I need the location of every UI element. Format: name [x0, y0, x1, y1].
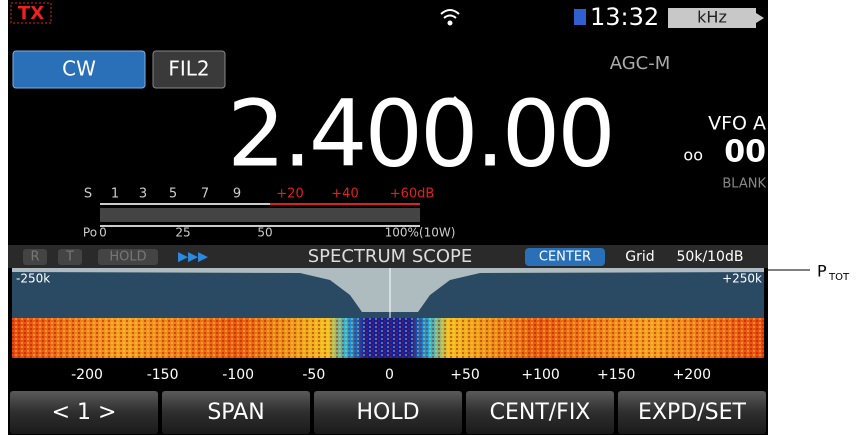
scope-axis-label: -100 [222, 367, 254, 383]
scope-title: SPECTRUM SCOPE [308, 246, 473, 267]
sd-icon [574, 9, 586, 25]
memory-prefix: oo [683, 146, 703, 165]
spectrum-trace [12, 272, 764, 318]
filter-label: FIL2 [168, 57, 209, 81]
indicator-box [98, 249, 158, 265]
s-meter-label: 1 [111, 187, 119, 202]
scope-axis-label: +150 [597, 367, 635, 383]
agc-label: AGC-M [610, 53, 671, 74]
po-meter-label: 50 [257, 226, 272, 240]
scope-scale: 50k/10dB [677, 249, 744, 265]
po-meter-label: 0 [99, 226, 107, 240]
tx-indicator: TX [18, 3, 44, 24]
unit-button[interactable] [668, 8, 756, 28]
scope-axis-label: +100 [521, 367, 559, 383]
scope-right-edge: +250k [722, 272, 762, 286]
scope-axis-label: -200 [71, 367, 103, 383]
softkey-label: EXPD/SET [638, 400, 746, 425]
memory-channel: 00 [724, 135, 766, 170]
scope-indicator: ▶▶▶ [178, 250, 208, 265]
annotation-sub: TOT [828, 272, 850, 283]
scope-indicator: T [65, 250, 74, 265]
scope-axis-label: -150 [147, 367, 179, 383]
waterfall-noise [12, 318, 764, 358]
scope-axis-label: +50 [450, 367, 480, 383]
scope-left-edge: -250k [16, 272, 50, 286]
vfo-name: VFO A [708, 113, 766, 135]
s-meter-label: +40 [331, 187, 358, 202]
softkey-label: < 1 > [52, 400, 117, 425]
mode-button[interactable] [12, 50, 146, 89]
scope-mode-button[interactable] [525, 248, 605, 266]
s-meter-label: 5 [169, 187, 177, 202]
memory-name: BLANK [722, 177, 766, 192]
filter-button[interactable] [152, 50, 226, 89]
po-meter-label: Po [83, 226, 97, 240]
softkey[interactable] [10, 391, 158, 434]
s-meter-label: 9 [233, 187, 241, 202]
softkey[interactable] [466, 391, 614, 434]
s-meter-label: 3 [139, 187, 147, 202]
softkey-label: CENT/FIX [490, 400, 591, 425]
unit-label: kHz [697, 8, 727, 27]
frequency: 2.400.00 [227, 80, 613, 187]
scope-mode: CENTER [539, 250, 591, 265]
softkey[interactable] [314, 391, 462, 434]
scope-grid: Grid [625, 249, 654, 265]
unit-arrow [756, 13, 764, 23]
scope-indicator: R [30, 250, 39, 265]
po-meter-label: 25 [175, 226, 190, 240]
indicator-box [23, 249, 47, 265]
clock: 13:32 [590, 3, 659, 31]
softkey-label: HOLD [356, 400, 419, 425]
tx-box [10, 2, 52, 24]
s-meter-label: +20 [276, 187, 303, 202]
indicator-box [58, 249, 82, 265]
meter-scale [100, 203, 420, 227]
softkey[interactable] [618, 391, 766, 434]
scope-axis-label: -50 [302, 367, 325, 383]
softkey[interactable] [162, 391, 310, 434]
annotation-main: P [817, 262, 827, 281]
scope-axis-label: +200 [673, 367, 711, 383]
scope-indicator: HOLD [109, 250, 146, 265]
s-meter-label: +60dB [390, 187, 435, 202]
mode-label: CW [62, 57, 96, 81]
scope-axis-label: 0 [385, 367, 394, 383]
s-meter-label: S [84, 187, 92, 202]
po-meter-label: 100%(10W) [385, 226, 456, 240]
tuning-marker [449, 96, 461, 102]
s-meter-label: 7 [201, 187, 209, 202]
wifi-icon [440, 9, 460, 26]
softkey-label: SPAN [207, 400, 264, 425]
